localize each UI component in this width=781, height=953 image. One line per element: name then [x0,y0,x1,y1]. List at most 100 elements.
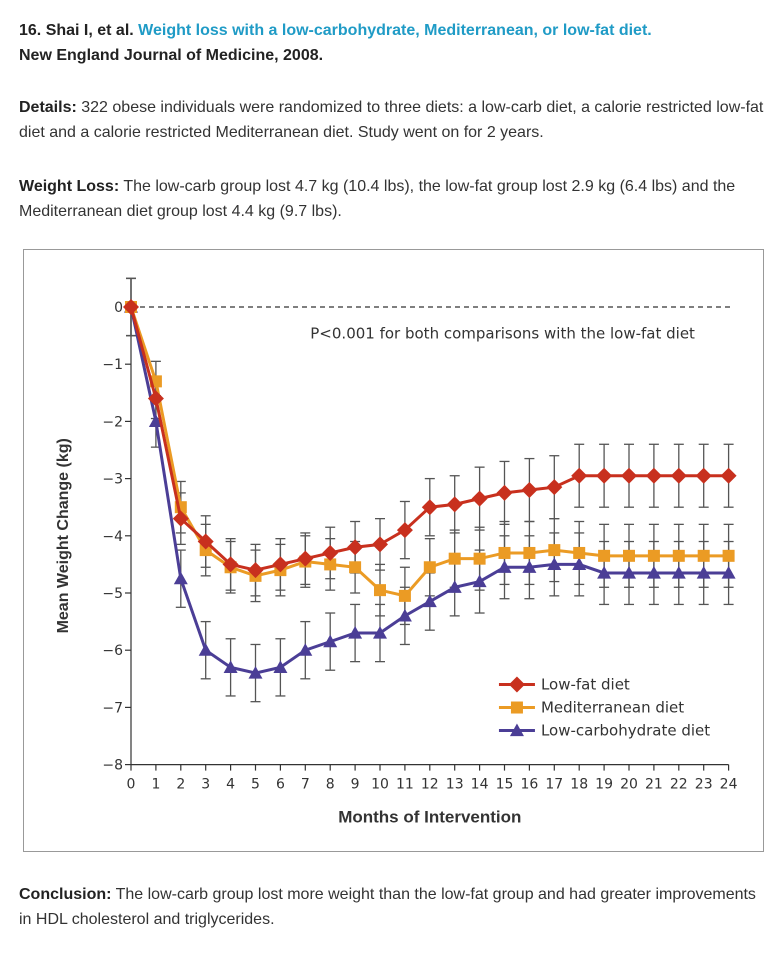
chart-figure: 0 −1 −2 −3 −4 −5 −6 −7 −8 0 1 2 3 4 5 6 7 8 9 10 11 12 13 14 15 1… [23,249,764,852]
low-fat-data-point [571,467,588,484]
y-tick-label: −4 [102,529,123,545]
y-tick-label: −8 [102,758,123,774]
low-fat-data-point [123,299,139,315]
low-carb-data-point [597,565,612,579]
low-fat-data-point [596,467,613,484]
low-carb-data-point [671,565,686,579]
x-tick-label: 4 [226,777,235,793]
citation-prefix: 16. Shai I, et al. [19,22,134,39]
x-tick-label: 24 [720,777,738,793]
mediterranean-data-point [398,589,411,602]
x-tick-label: 11 [396,777,414,793]
mediterranean-data-point [623,549,635,562]
legend-item-low-fat: Low-fat diet [498,676,630,694]
low-carb-data-point [298,643,313,656]
low-fat-data-point [695,467,712,484]
legend-label: Mediterranean diet [541,699,684,717]
y-tick-label: −5 [102,586,123,602]
low-fat-data-point [720,467,737,484]
low-fat-data-point [247,562,264,579]
low-fat-data-point [197,533,214,550]
y-tick-label: −3 [102,472,123,488]
legend-marker [509,723,524,737]
x-tick-label: 21 [645,777,663,793]
low-carb-data-point [148,414,163,427]
mediterranean-data-point [573,546,586,559]
y-tick-label: −2 [102,414,123,430]
x-tick-label: 0 [127,777,136,793]
x-tick-label: 14 [471,777,489,793]
legend-marker [510,701,523,714]
x-tick-label: 7 [301,777,310,793]
conclusion-text: The low-carb group lost more weight than… [19,886,756,928]
legend-item-mediterranean: Mediterranean diet [498,699,684,717]
low-fat-data-point [272,556,289,573]
y-axis-label: Mean Weight Change (kg) [55,438,72,633]
x-tick-label: 12 [421,777,439,793]
low-fat-data-point [147,390,164,407]
mediterranean-data-point [647,549,660,562]
low-carb-data-point [547,557,562,570]
low-fat-data-point [645,467,662,484]
x-tick-label: 5 [251,777,260,793]
x-tick-label: 17 [545,777,563,793]
x-tick-label: 19 [595,777,613,793]
mediterranean-data-point [423,561,436,574]
mediterranean-data-point [523,546,536,559]
low-carb-data-point [323,634,338,648]
mediterranean-data-point [199,544,212,557]
legend-label: Low-fat diet [541,676,630,694]
low-carb-data-point [497,560,512,573]
weight-change-chart: 0−1−2−3−4−5−6−7−80 1 2 3 4 5 6 7 8 9 10 11 12 13 14 15 1… [55,277,738,827]
citation-link[interactable]: Weight loss with a low-carbohydrate, Med… [138,22,652,39]
x-tick-label: 1 [151,777,160,793]
low-carb-data-point [622,565,636,579]
low-fat-data-point [297,550,314,567]
low-carb-data-point [447,580,462,593]
legend-item-low-carb: Low-carbohydrate diet [498,722,710,740]
x-tick-label: 8 [326,777,335,793]
low-fat-data-point [670,467,687,484]
low-fat-data-point [546,479,563,496]
legend-marker [508,676,525,693]
legend-label: Low-carbohydrate diet [541,722,710,740]
low-carb-data-point [646,565,661,579]
mediterranean-data-point [448,552,461,565]
mediterranean-data-point [473,552,486,565]
mediterranean-data-point [672,549,685,562]
x-tick-label: 9 [351,777,360,793]
y-tick-label: −1 [102,357,123,373]
low-fat-data-point [471,490,488,507]
low-fat-data-point [496,484,513,501]
x-tick-label: 15 [496,777,514,793]
low-carb-data-point [348,626,363,639]
low-carb-data-point [223,660,238,673]
low-fat-data-point [347,539,364,556]
low-fat-data-point [396,522,413,539]
mediterranean-data-point [722,549,735,562]
low-fat-data-point [446,496,463,513]
weight-loss-label: Weight Loss: [19,178,120,195]
x-tick-label: 10 [371,777,389,793]
low-fat-data-point [222,556,239,573]
x-tick-label: 3 [201,777,210,793]
low-carb-data-point [273,660,288,673]
low-carb-data-point [721,565,736,579]
low-fat-markers [123,299,737,579]
low-carb-markers [124,300,736,679]
x-tick-label: 22 [670,777,688,793]
mediterranean-data-point [498,546,511,559]
x-axis-label: Months of Intervention [338,808,521,827]
low-fat-data-point [621,467,637,484]
y-tick-label: −7 [102,700,123,716]
low-carb-data-point [422,594,437,608]
low-carb-data-point [522,560,537,573]
low-carb-data-point [198,643,213,656]
y-tick-label: 0 [114,300,123,316]
conclusion-label: Conclusion: [19,886,112,903]
low-carb-data-point [572,557,587,570]
low-fat-data-point [372,536,388,553]
x-tick-label: 23 [695,777,713,793]
low-carb-data-point [173,571,188,585]
y-tick-label: −6 [102,643,123,659]
